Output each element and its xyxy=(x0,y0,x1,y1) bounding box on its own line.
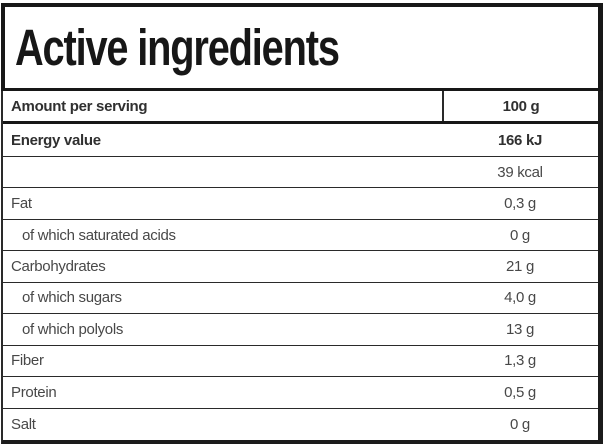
row-value: 4,0 g xyxy=(504,289,536,307)
row-value: 0,3 g xyxy=(504,195,536,213)
page-title: Active ingredients xyxy=(15,19,340,76)
row-value: 0,5 g xyxy=(504,383,536,401)
row-label: Fiber xyxy=(11,352,44,370)
title-box: Active ingredients xyxy=(1,3,603,91)
row-value: 39 kcal xyxy=(497,163,543,181)
row-protein: Protein 0,5 g xyxy=(3,377,598,409)
table-header-row: Amount per serving 100 g xyxy=(3,91,598,124)
row-label: Salt xyxy=(11,415,36,433)
row-value: 13 g xyxy=(506,320,534,338)
row-salt: Salt 0 g xyxy=(3,409,598,440)
row-label: Fat xyxy=(11,195,32,213)
row-sugars: of which sugars 4,0 g xyxy=(3,283,598,315)
row-saturated-acids: of which saturated acids 0 g xyxy=(3,220,598,252)
row-label: Energy value xyxy=(11,131,101,149)
row-value: 1,3 g xyxy=(504,352,536,370)
row-label: Carbohydrates xyxy=(11,258,106,276)
row-label xyxy=(3,157,442,187)
row-label: of which sugars xyxy=(22,289,122,307)
row-label: of which saturated acids xyxy=(22,226,176,244)
row-value: 0 g xyxy=(510,226,530,244)
row-label: Protein xyxy=(11,383,57,401)
row-energy-kcal: 39 kcal xyxy=(3,157,598,189)
nutrition-table: Amount per serving 100 g Energy value 16… xyxy=(1,91,603,444)
header-value: 100 g xyxy=(442,91,598,121)
row-carbohydrates: Carbohydrates 21 g xyxy=(3,251,598,283)
row-label: of which polyols xyxy=(22,320,124,338)
header-label: Amount per serving xyxy=(11,97,148,115)
row-fat: Fat 0,3 g xyxy=(3,188,598,220)
row-fiber: Fiber 1,3 g xyxy=(3,346,598,378)
row-energy-value: Energy value 166 kJ xyxy=(3,124,598,157)
row-polyols: of which polyols 13 g xyxy=(3,314,598,346)
row-value: 0 g xyxy=(510,415,530,433)
row-value: 21 g xyxy=(506,258,534,276)
row-value: 166 kJ xyxy=(497,131,543,149)
